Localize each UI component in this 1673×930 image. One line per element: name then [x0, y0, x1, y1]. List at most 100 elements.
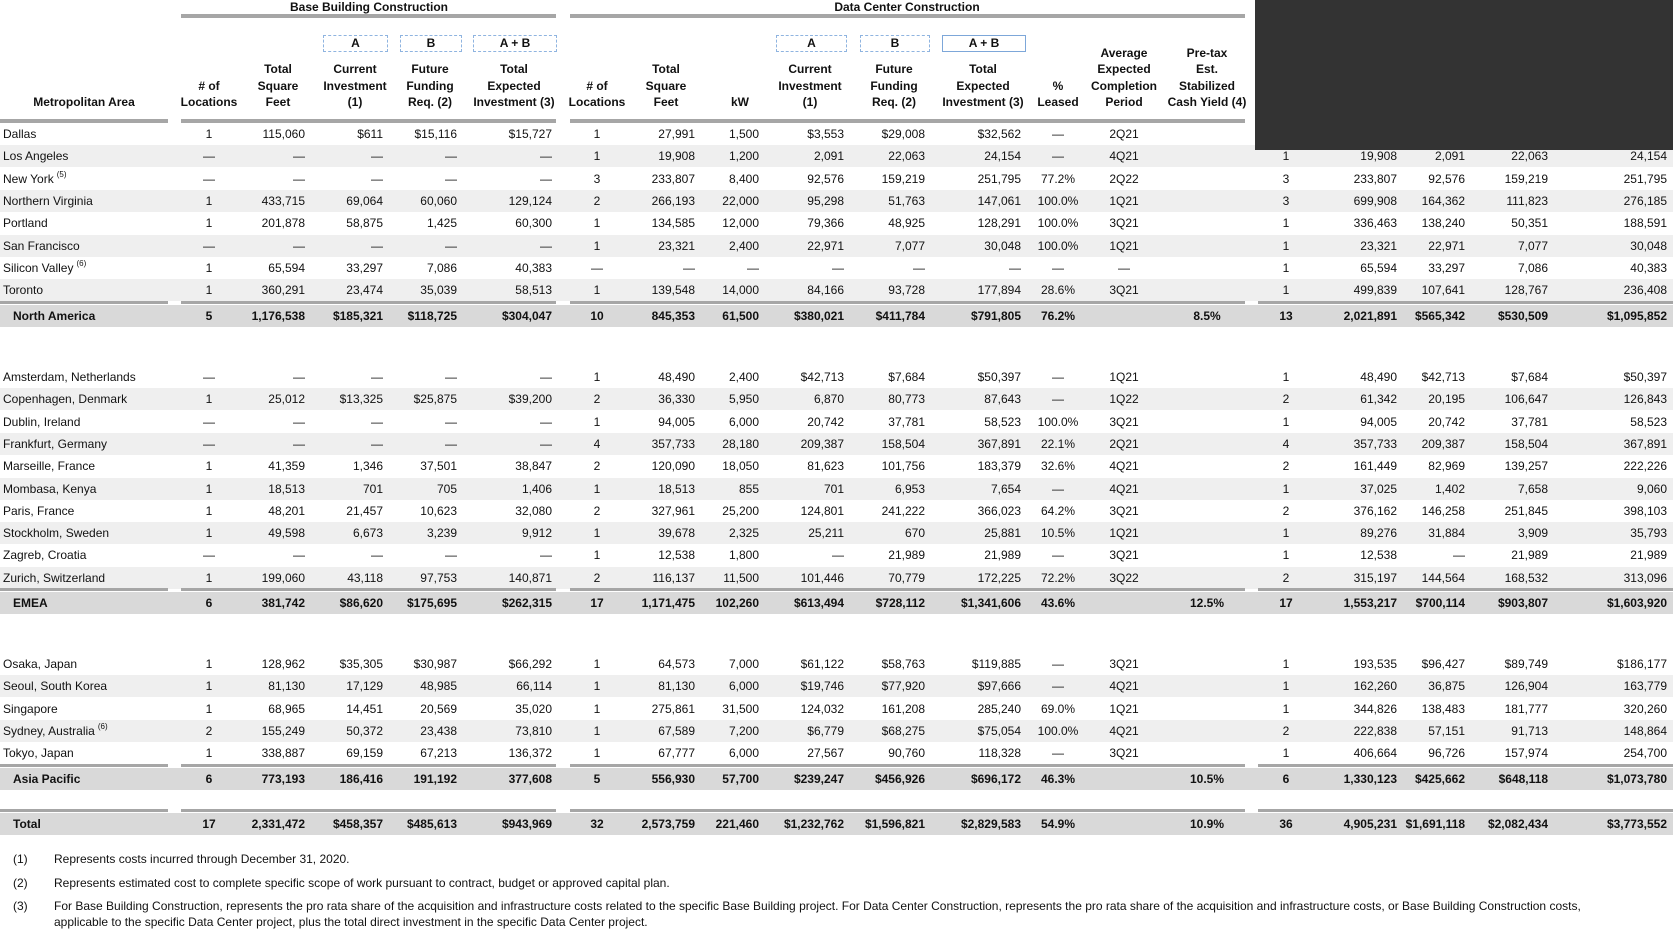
cell-dc-current: 79,366 [807, 216, 844, 231]
table-row: Toronto 1 360,291 23,474 35,039 58,513 1 139,54… [0, 279, 1673, 302]
cell-dc-leased: — [1052, 548, 1064, 563]
cell-dc-total: 177,894 [977, 283, 1021, 298]
cell-bb-current: $185,321 [332, 309, 383, 323]
metro-name: EMEA [13, 596, 48, 610]
cell-bb-future: $25,875 [413, 392, 457, 407]
cell-tot-locations: 3 [1282, 193, 1290, 208]
cell-tot-total: $50,397 [1623, 370, 1667, 384]
cell-dc-kw: 7,200 [728, 723, 759, 738]
cell-dc-total: 21,989 [984, 548, 1021, 563]
cell-dc-current: 209,387 [800, 436, 844, 451]
footnote-number: (1) [13, 852, 28, 866]
cell-tot-sqft: 1,330,123 [1343, 772, 1397, 786]
cell-bb-locations: 1 [205, 127, 213, 141]
cell-dc-total: 25,881 [984, 526, 1021, 541]
section-rule [570, 764, 1245, 767]
cell-tot-future: 91,713 [1511, 723, 1548, 738]
cell-dc-future: $456,926 [874, 772, 925, 786]
cell-tot-sqft: 161,449 [1353, 459, 1397, 474]
cell-bb-current: $611 [357, 127, 383, 141]
cell-tot-total: 188,591 [1623, 216, 1667, 231]
cell-dc-total: 285,240 [977, 701, 1021, 716]
table-row: Amsterdam, Netherlands — — — — — 1 48,490 2,400 $… [0, 366, 1673, 388]
cell-bb-sqft: 2,331,472 [251, 817, 305, 831]
cell-tot-current: $96,427 [1421, 657, 1465, 671]
cell-dc-locations: 3 [593, 171, 601, 186]
footnote-text: applicable to the specific Data Center p… [54, 915, 648, 929]
cell-dc-leased: 43.6% [1040, 596, 1076, 610]
cell-dc-sqft: 27,991 [658, 127, 695, 141]
header-dc-locations: # of Locations [568, 78, 626, 110]
cell-bb-locations: 6 [205, 772, 213, 786]
cell-tot-current: 144,564 [1421, 570, 1465, 585]
cell-dc-locations: 10 [590, 309, 604, 323]
cell-tot-sqft: 315,197 [1353, 570, 1397, 585]
cell-dc-period: 4Q21 [1109, 723, 1139, 738]
cell-dc-locations: 1 [593, 657, 601, 671]
cell-dc-sqft: — [683, 260, 695, 275]
cell-dc-locations: 1 [593, 526, 601, 541]
cell-dc-period: 1Q21 [1109, 526, 1139, 541]
header-dc-period: Average Expected Completion Period [1091, 45, 1157, 110]
cell-bb-sqft: 18,513 [268, 481, 305, 496]
cell-dc-kw: 102,260 [715, 596, 759, 610]
cell-bb-current: $86,620 [339, 596, 383, 610]
cell-bb-current: 14,451 [346, 701, 383, 716]
cell-bb-current: 21,457 [346, 503, 383, 518]
cell-bb-sqft: — [293, 370, 305, 384]
cell-dc-leased: 100.0% [1037, 723, 1079, 738]
cell-dc-future: 70,779 [888, 570, 925, 585]
cell-bb-locations: — [203, 436, 215, 451]
cell-dc-period: 3Q21 [1109, 283, 1139, 298]
cell-dc-current: 27,567 [807, 746, 844, 761]
cell-tot-future: 50,351 [1511, 216, 1548, 231]
cell-bb-locations: — [203, 548, 215, 563]
cell-bb-current: 33,297 [346, 260, 383, 275]
cell-bb-current: 23,474 [346, 283, 383, 298]
cell-dc-kw: 6,000 [728, 746, 759, 761]
metro-name: Dublin, Ireland [3, 414, 81, 429]
cell-bb-locations: 1 [205, 481, 213, 496]
table-row: Zurich, Switzerland 1 199,060 43,118 97,753 1… [0, 566, 1673, 589]
cell-dc-current: $6,779 [807, 723, 844, 738]
cell-tot-total: 35,793 [1630, 526, 1667, 541]
cell-bb-total: 129,124 [508, 193, 552, 208]
cell-bb-total: 35,020 [515, 701, 552, 716]
header-dc-kw: kW [731, 95, 749, 110]
cell-dc-kw: 2,400 [728, 238, 759, 253]
table-row: New York (5) — — — — — 3 233,807 8,400 92,576 159,2… [0, 168, 1673, 190]
cell-bb-locations: 1 [205, 679, 213, 694]
cell-tot-total: 58,523 [1630, 414, 1667, 429]
cell-bb-future: 1,425 [426, 216, 457, 231]
cell-dc-locations: 1 [593, 723, 601, 738]
metro-name: Paris, France [3, 503, 75, 518]
header-dc-yield: Pre-tax Est. Stabilized Cash Yield (4) [1167, 45, 1247, 110]
cell-tot-sqft: 357,733 [1353, 436, 1397, 451]
metro-name: Zagreb, Croatia [3, 548, 87, 563]
cell-tot-current: 33,297 [1428, 260, 1465, 275]
cell-dc-locations: 1 [593, 127, 601, 141]
cell-bb-future: 7,086 [426, 260, 457, 275]
section-rule [0, 301, 168, 304]
cell-dc-locations: 2 [593, 459, 601, 474]
cell-dc-leased: 100.0% [1037, 216, 1079, 231]
metro-name: Dallas [3, 127, 37, 141]
cell-bb-total: 140,871 [508, 570, 552, 585]
cell-dc-future: 21,989 [888, 548, 925, 563]
cell-dc-kw: 57,700 [722, 772, 759, 786]
cell-bb-locations: 2 [205, 723, 213, 738]
cell-tot-current: $1,691,118 [1405, 817, 1465, 831]
table-row: Frankfurt, Germany — — — — — 4 357,733 28,180 209… [0, 432, 1673, 455]
cell-dc-sqft: 139,548 [651, 283, 695, 298]
cell-tot-locations: 1 [1282, 149, 1290, 164]
cell-dc-future: 670 [904, 526, 925, 541]
box-b-dc: B [860, 35, 930, 52]
cell-dc-future: 241,222 [881, 503, 925, 518]
cell-tot-locations: 1 [1282, 657, 1290, 671]
cell-dc-locations: 1 [593, 216, 601, 231]
cell-dc-total: 30,048 [984, 238, 1021, 253]
cell-tot-sqft: 344,826 [1353, 701, 1397, 716]
cell-dc-leased: 72.2% [1040, 570, 1076, 585]
cell-tot-current: 22,971 [1428, 238, 1465, 253]
cell-dc-leased: 69.0% [1040, 701, 1076, 716]
